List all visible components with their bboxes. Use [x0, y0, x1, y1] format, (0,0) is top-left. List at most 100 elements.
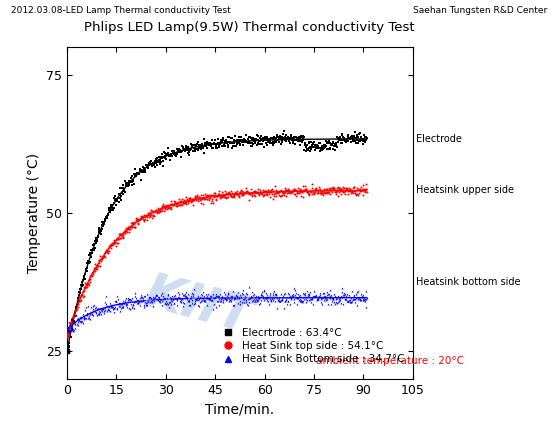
Point [213, 292, 222, 299]
Point [86, 273, 95, 280]
Point [230, 190, 239, 197]
Point [319, 142, 328, 149]
Point [175, 298, 184, 305]
Point [288, 293, 297, 300]
Point [145, 294, 153, 301]
Point [325, 145, 334, 152]
Point [150, 208, 158, 215]
Point [93, 234, 102, 241]
Point [277, 296, 286, 303]
Point [248, 188, 257, 195]
Point [203, 191, 212, 198]
Point [268, 135, 277, 142]
Point [174, 289, 182, 296]
Point [233, 190, 242, 196]
Point [127, 219, 136, 226]
Point [211, 293, 220, 300]
Point [224, 133, 233, 140]
Point [104, 248, 113, 254]
Point [126, 296, 134, 303]
Point [201, 193, 210, 200]
Point [279, 293, 288, 299]
Point [253, 292, 262, 299]
Point [227, 294, 236, 301]
Point [209, 193, 218, 199]
Point [358, 141, 367, 148]
Point [301, 186, 310, 193]
Point [220, 295, 229, 302]
Point [349, 134, 358, 141]
Point [183, 197, 192, 204]
Point [275, 297, 284, 304]
Point [155, 295, 164, 302]
Point [328, 146, 337, 153]
Point [201, 291, 210, 297]
Point [261, 188, 270, 195]
Point [252, 296, 261, 303]
Point [73, 315, 82, 322]
Point [110, 309, 119, 316]
Point [194, 138, 203, 145]
Point [146, 209, 155, 216]
Point [133, 170, 142, 176]
Point [337, 186, 346, 193]
Point [312, 187, 321, 193]
Point [196, 144, 205, 151]
Point [329, 139, 338, 146]
Point [257, 291, 266, 298]
Point [64, 344, 73, 351]
Point [140, 212, 148, 219]
Point [98, 308, 107, 314]
Point [302, 298, 311, 305]
Point [186, 301, 195, 308]
Point [341, 138, 350, 145]
Point [314, 144, 323, 151]
Point [161, 204, 170, 211]
Point [165, 152, 174, 158]
Point [351, 139, 360, 146]
Point [189, 196, 198, 203]
Point [252, 188, 261, 195]
Point [237, 187, 246, 194]
Point [340, 296, 349, 303]
Point [237, 294, 246, 301]
Point [182, 296, 191, 302]
Point [244, 190, 253, 196]
Point [89, 268, 98, 275]
Point [205, 139, 214, 146]
Point [117, 196, 126, 203]
Point [81, 268, 90, 274]
Point [165, 203, 174, 210]
Point [357, 290, 365, 297]
Point [91, 244, 100, 251]
Point [247, 139, 256, 146]
Point [220, 291, 229, 298]
Point [349, 188, 358, 195]
Point [69, 317, 78, 324]
Point [98, 254, 107, 261]
Point [244, 138, 253, 145]
Point [113, 196, 122, 203]
Point [119, 185, 128, 192]
Point [191, 141, 200, 148]
Point [358, 187, 367, 193]
Point [91, 236, 100, 242]
Point [195, 193, 204, 200]
Point [190, 142, 199, 149]
Point [342, 185, 351, 192]
Point [62, 348, 71, 355]
Point [128, 178, 137, 185]
Point [217, 189, 226, 196]
Point [185, 147, 194, 153]
Point [297, 137, 306, 144]
Point [109, 303, 118, 310]
Point [247, 298, 256, 305]
Point [301, 294, 310, 300]
Point [123, 296, 132, 303]
Point [334, 293, 343, 299]
Point [102, 248, 110, 255]
Point [277, 187, 286, 194]
Point [311, 142, 320, 149]
Point [106, 302, 115, 309]
Point [107, 204, 116, 211]
